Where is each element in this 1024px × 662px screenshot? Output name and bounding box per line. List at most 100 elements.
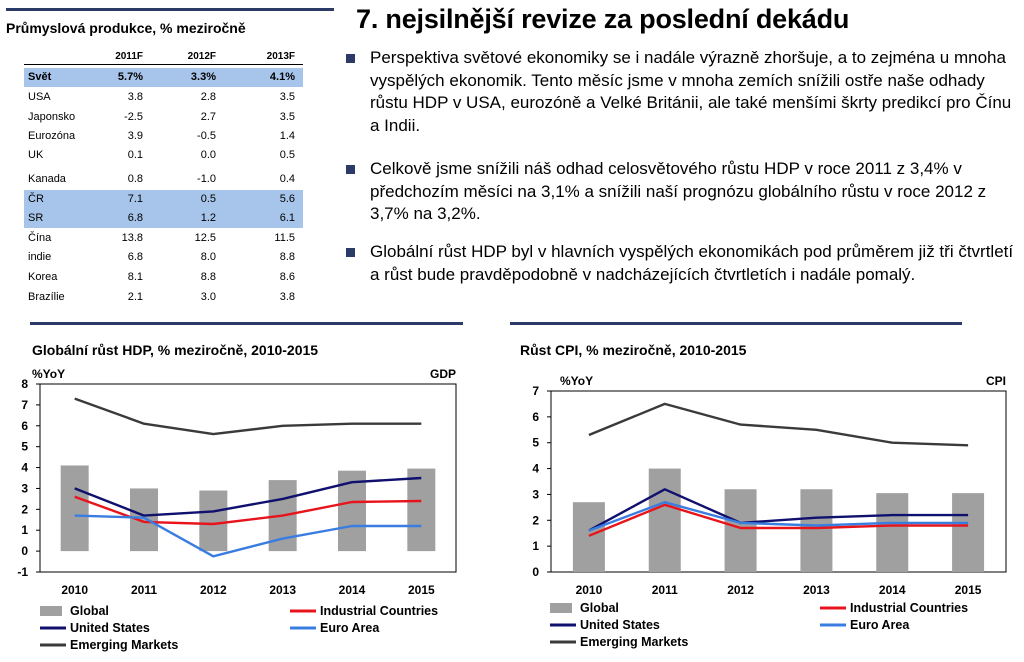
header-2012: 2012F: [187, 51, 216, 62]
bullet-square-icon: [346, 165, 355, 174]
table-row: Svět 5.7% 3.3% 4.1%: [24, 68, 303, 87]
series-line-industrial-countries: [74, 495, 422, 526]
country-cell: indie: [28, 251, 52, 263]
x-tick-label: 2013: [269, 583, 296, 597]
value-cell-2012F: 1.2: [200, 212, 216, 224]
series-line-emerging-markets: [588, 402, 969, 447]
legend-swatch-global: [40, 606, 62, 616]
y-tick-label: 1: [532, 539, 539, 553]
country-cell: USA: [28, 91, 51, 103]
value-cell-2012F: 3.0: [200, 291, 216, 303]
country-cell: Eurozóna: [28, 130, 76, 142]
value-cell-2013F: 3.5: [279, 91, 295, 103]
x-tick-label: 2015: [408, 583, 435, 597]
y-tick-label: 0: [21, 544, 28, 558]
legend-label: Euro Area: [320, 621, 380, 635]
bar-global-2013: [800, 489, 833, 572]
country-cell: Čína: [28, 232, 52, 244]
value-cell-2013F: 5.6: [279, 193, 295, 205]
series-line-euro-area: [588, 500, 969, 532]
y-tick-label: 6: [532, 410, 539, 424]
value-cell-2012F: 8.0: [200, 251, 216, 263]
value-cell-2013F: 0.5: [279, 149, 295, 161]
table-row: Korea 8.1 8.8 8.6: [24, 268, 303, 287]
value-cell-2012F: -1.0: [197, 173, 216, 185]
table-row: Japonsko -2.5 2.7 3.5: [24, 108, 303, 127]
value-cell-2011F: 0.8: [127, 173, 143, 185]
bullet-text: Perspektiva světové ekonomiky se i nadál…: [370, 48, 1012, 135]
legend-label: Euro Area: [850, 618, 910, 632]
bar-global-2011: [648, 468, 681, 572]
legend-label: United States: [70, 621, 150, 635]
y-tick-label: 6: [21, 419, 28, 433]
series-line-united-states: [588, 488, 969, 532]
value-cell-2011F: 8.1: [127, 271, 143, 283]
headline: 7. nejsilnější revize za poslední dekádu: [356, 4, 850, 34]
bullet-square-icon: [346, 248, 355, 257]
value-cell-2013F: 3.5: [279, 111, 295, 123]
legend-swatch-global: [550, 603, 572, 613]
country-cell: Svět: [28, 71, 52, 83]
corner-label: GDP: [430, 367, 456, 381]
country-cell: UK: [28, 149, 44, 161]
x-tick-label: 2012: [727, 583, 754, 597]
country-cell: SR: [28, 212, 44, 224]
bar-global-2012: [199, 490, 228, 552]
series-line-emerging-markets: [74, 397, 422, 436]
table-header: 2011F 2012F 2013F: [24, 50, 303, 64]
y-tick-label: 2: [21, 502, 28, 516]
x-tick-label: 2014: [339, 583, 366, 597]
value-cell-2013F: 8.6: [279, 271, 295, 283]
country-cell: Korea: [28, 271, 58, 283]
y-tick-label: 1: [21, 523, 28, 537]
value-cell-2011F: 7.1: [127, 193, 143, 205]
x-tick-label: 2011: [652, 583, 678, 597]
table-row: UK 0.1 0.0 0.5: [24, 146, 303, 165]
y-tick-label: 5: [532, 436, 539, 450]
bar-global-2010: [572, 502, 605, 572]
value-cell-2013F: 6.1: [279, 212, 295, 224]
table-row: SR 6.8 1.2 6.1: [24, 209, 303, 228]
country-cell: ČR: [28, 193, 44, 205]
plot-frame: [39, 383, 457, 573]
value-cell-2012F: 8.8: [200, 271, 216, 283]
y-tick-label: 8: [21, 377, 28, 391]
value-cell-2013F: 0.4: [279, 173, 295, 185]
value-cell-2012F: 0.0: [200, 149, 216, 161]
corner-label: CPI: [986, 374, 1006, 388]
value-cell-2011F: 13.8: [121, 232, 143, 244]
x-tick-label: 2014: [879, 583, 906, 597]
value-cell-2011F: 3.9: [127, 130, 143, 142]
legend-label: Emerging Markets: [70, 638, 178, 652]
value-cell-2011F: 0.1: [127, 149, 143, 161]
country-cell: Kanada: [28, 173, 66, 185]
bullet-text: Celkově jsme snížili náš odhad celosvěto…: [370, 159, 987, 223]
table-title: Průmyslová produkce, % meziročně: [6, 20, 246, 36]
legend-label: Industrial Countries: [850, 601, 968, 615]
chart-left-top-rule: [30, 322, 463, 325]
x-tick-label: 2015: [955, 583, 982, 597]
series-line-euro-area: [74, 514, 422, 558]
bar-global-2014: [876, 493, 909, 572]
table-row: USA 3.8 2.8 3.5: [24, 88, 303, 107]
legend-label: Emerging Markets: [580, 635, 688, 649]
bullet-text: Globální růst HDP byl v hlavních vyspělý…: [370, 242, 1014, 284]
y-axis-label: %YoY: [32, 367, 65, 381]
bar-global-2012: [724, 489, 757, 572]
value-cell-2011F: 2.1: [127, 291, 143, 303]
value-cell-2011F: 6.8: [127, 251, 143, 263]
y-tick-label: -1: [17, 565, 28, 579]
table-row: Kanada 0.8 -1.0 0.4: [24, 170, 303, 189]
value-cell-2011F: 3.8: [127, 91, 143, 103]
value-cell-2011F: -2.5: [124, 111, 143, 123]
value-cell-2013F: 11.5: [274, 232, 295, 244]
y-tick-label: 3: [21, 481, 28, 495]
gdp-chart: %YoY GDP -1 0 1 2 3 4 5 6 7 8 2010 2011 2012 2013 2014 20…: [17, 367, 457, 652]
value-cell-2012F: -0.5: [197, 130, 216, 142]
value-cell-2012F: 12.5: [194, 232, 216, 244]
value-cell-2012F: 3.3%: [190, 71, 216, 83]
table-top-rule: [6, 8, 334, 11]
table-row: Čína 13.8 12.5 11.5: [24, 229, 303, 248]
bar-global-2015: [407, 468, 436, 552]
x-tick-label: 2012: [200, 583, 227, 597]
